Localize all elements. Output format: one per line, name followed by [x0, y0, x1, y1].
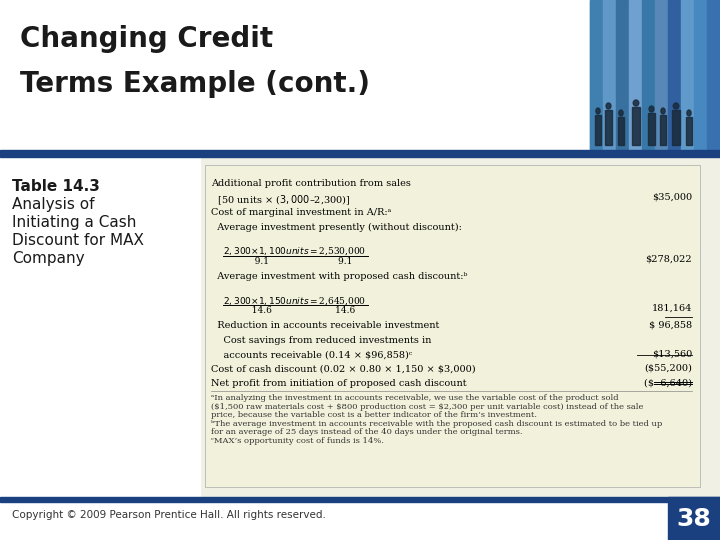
Text: Copyright © 2009 Pearson Prentice Hall. All rights reserved.: Copyright © 2009 Pearson Prentice Hall. … [12, 510, 326, 520]
Text: $ 96,858: $ 96,858 [649, 320, 692, 329]
Bar [603, 0, 616, 150]
Bar [707, 0, 720, 150]
Text: ᵃIn analyzing the investment in accounts receivable, we use the variable cost of: ᵃIn analyzing the investment in accounts… [211, 394, 618, 402]
Bar [686, 117, 692, 145]
Bar [632, 107, 640, 145]
Text: Reduction in accounts receivable investment: Reduction in accounts receivable investm… [211, 321, 439, 330]
Bar [648, 113, 655, 145]
Text: Cost of cash discount (0.02 × 0.80 × 1,150 × $3,000): Cost of cash discount (0.02 × 0.80 × 1,1… [211, 364, 476, 374]
Text: Net profit from initiation of proposed cash discount: Net profit from initiation of proposed c… [211, 379, 467, 388]
Text: $278,022: $278,022 [645, 255, 692, 264]
Bar [694, 0, 707, 150]
Text: Average investment with proposed cash discount:ᵇ: Average investment with proposed cash di… [211, 272, 467, 281]
Ellipse shape [606, 103, 611, 109]
Bar [0, 157, 720, 497]
Text: $2,300 × 1,100 units   =   $2,530,000: $2,300 × 1,100 units = $2,530,000 [223, 246, 366, 258]
Text: for an average of 25 days instead of the 40 days under the original terms.: for an average of 25 days instead of the… [211, 428, 523, 436]
Bar [681, 0, 694, 150]
Bar [629, 0, 642, 150]
Ellipse shape [673, 103, 679, 109]
Bar [668, 0, 681, 150]
Text: 9.1                        9.1: 9.1 9.1 [223, 256, 352, 266]
Ellipse shape [633, 100, 639, 106]
Bar [605, 110, 612, 145]
Text: ($55,200): ($55,200) [644, 363, 692, 373]
Bar [642, 0, 655, 150]
Text: Average investment presently (without discount):: Average investment presently (without di… [211, 222, 462, 232]
Text: ($  6,640): ($ 6,640) [644, 378, 692, 387]
Ellipse shape [619, 110, 623, 116]
Text: Discount for MAX: Discount for MAX [12, 233, 144, 248]
Text: $2,300 × 1,150 units   =   $2,645,000: $2,300 × 1,150 units = $2,645,000 [223, 295, 366, 307]
Bar [595, 115, 601, 145]
Text: $13,560: $13,560 [652, 349, 692, 358]
Bar [616, 0, 629, 150]
Bar [0, 497, 720, 502]
Ellipse shape [687, 110, 691, 116]
Text: Additional profit contribution from sales: Additional profit contribution from sale… [211, 179, 411, 188]
Text: 181,164: 181,164 [652, 304, 692, 313]
Text: Terms Example (cont.): Terms Example (cont.) [20, 70, 370, 98]
Bar [672, 110, 680, 145]
Bar [0, 150, 720, 157]
Bar [205, 165, 700, 487]
Ellipse shape [649, 106, 654, 112]
Text: ᵇThe average investment in accounts receivable with the proposed cash discount i: ᵇThe average investment in accounts rece… [211, 420, 662, 428]
Text: price, because the variable cost is a better indicator of the firm’s investment.: price, because the variable cost is a be… [211, 411, 537, 419]
Text: Cost savings from reduced investments in: Cost savings from reduced investments in [211, 335, 431, 345]
Text: 14.6                      14.6: 14.6 14.6 [223, 306, 355, 315]
Bar [0, 0, 720, 150]
Bar [0, 502, 720, 540]
Text: Cost of marginal investment in A/R:ᵃ: Cost of marginal investment in A/R:ᵃ [211, 208, 391, 217]
Text: ᶜMAX’s opportunity cost of funds is 14%.: ᶜMAX’s opportunity cost of funds is 14%. [211, 437, 384, 444]
Ellipse shape [596, 108, 600, 114]
Ellipse shape [661, 108, 665, 114]
Text: Analysis of: Analysis of [12, 197, 94, 212]
Bar [590, 0, 603, 150]
Bar [660, 115, 666, 145]
Bar [0, 157, 200, 497]
Bar [655, 0, 668, 150]
Bar [590, 0, 720, 150]
Text: Changing Credit: Changing Credit [20, 25, 273, 53]
Text: [50 units × ($3,000 – $2,300)]: [50 units × ($3,000 – $2,300)] [211, 193, 351, 207]
Text: accounts receivable (0.14 × $96,858)ᶜ: accounts receivable (0.14 × $96,858)ᶜ [211, 350, 413, 359]
Bar [618, 117, 624, 145]
Bar [668, 497, 720, 540]
Text: $35,000: $35,000 [652, 192, 692, 201]
Text: Table 14.3: Table 14.3 [12, 179, 100, 194]
Text: 38: 38 [677, 507, 711, 530]
Bar [205, 165, 700, 487]
Text: ($1,500 raw materials cost + $800 production cost = $2,300 per unit variable cos: ($1,500 raw materials cost + $800 produc… [211, 403, 644, 410]
Text: Initiating a Cash: Initiating a Cash [12, 215, 136, 230]
Text: Company: Company [12, 251, 85, 266]
